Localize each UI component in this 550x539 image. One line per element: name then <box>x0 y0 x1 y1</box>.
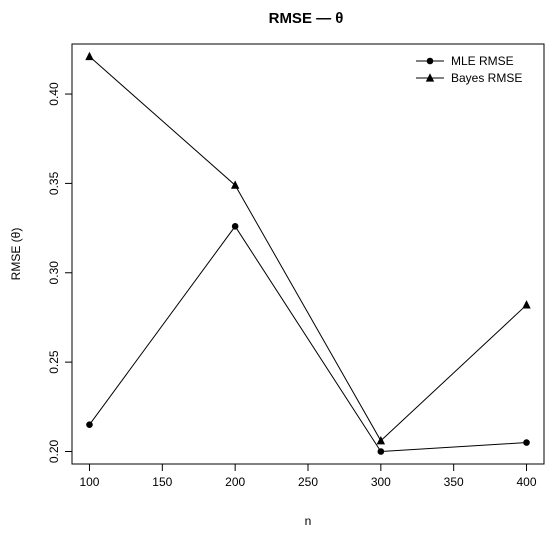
y-axis: 0.20 0.25 0.30 0.35 0.40 <box>47 82 73 463</box>
legend-item-mle: MLE RMSE <box>416 54 514 68</box>
series-mle <box>86 222 530 455</box>
x-tick-label: 100 <box>79 475 99 489</box>
x-axis: 100 150 200 250 300 350 400 <box>79 463 537 489</box>
data-point-bayes <box>522 300 531 309</box>
x-tick-label: 300 <box>371 475 391 489</box>
y-tick-label: 0.40 <box>47 82 61 106</box>
x-axis-label: n <box>305 514 312 528</box>
legend-item-bayes: Bayes RMSE <box>416 71 522 85</box>
legend-marker-mle <box>426 57 434 65</box>
series-bayes <box>85 51 531 445</box>
series-line-bayes <box>89 56 527 442</box>
data-point-bayes <box>85 51 94 61</box>
legend: MLE RMSE Bayes RMSE <box>416 54 522 85</box>
legend-label: MLE RMSE <box>451 54 514 68</box>
x-tick-label: 400 <box>517 475 537 489</box>
data-point-bayes <box>376 435 386 445</box>
y-tick-label: 0.30 <box>47 261 61 285</box>
y-axis-label: RMSE (θ) <box>9 228 23 281</box>
y-tick-label: 0.35 <box>47 171 61 195</box>
x-tick-label: 200 <box>225 475 245 489</box>
data-point-mle <box>523 439 530 446</box>
y-tick-label: 0.20 <box>47 439 61 463</box>
data-point-mle <box>377 448 385 455</box>
x-tick-label: 250 <box>298 475 318 489</box>
data-point-mle <box>231 222 239 230</box>
chart-title: RMSE — θ <box>269 10 344 27</box>
series-line-mle <box>89 225 527 453</box>
y-tick-label: 0.25 <box>47 350 61 374</box>
x-tick-label: 150 <box>152 475 172 489</box>
data-point-mle <box>86 421 93 428</box>
data-point-bayes <box>230 180 240 189</box>
series-layer <box>85 51 531 455</box>
legend-label: Bayes RMSE <box>451 71 522 85</box>
x-tick-label: 350 <box>444 475 464 489</box>
legend-marker-bayes <box>425 73 435 82</box>
